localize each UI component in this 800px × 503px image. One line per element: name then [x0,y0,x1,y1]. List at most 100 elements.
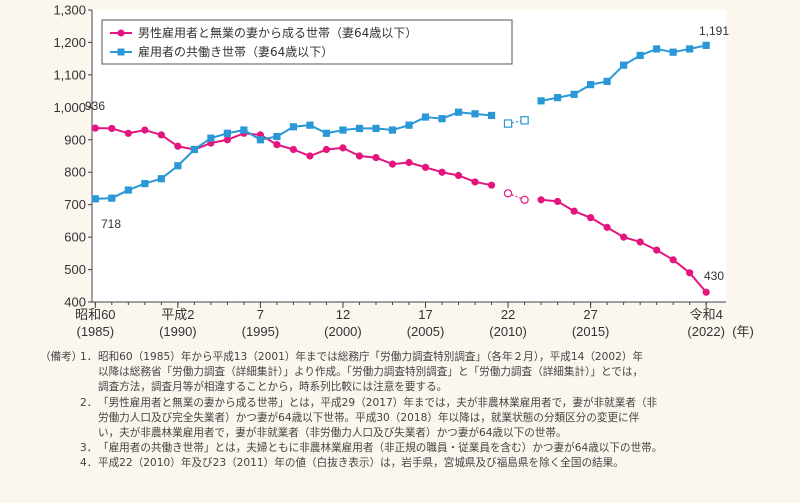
series-women [91,124,710,296]
data-point [487,111,496,120]
data-point [421,163,430,171]
y-tick-label: 1,000 [53,100,86,115]
series-layer [91,41,710,296]
data-point [240,126,248,134]
y-tick-label: 1,300 [53,3,86,18]
data-point [322,129,331,137]
note-text: 平成22（2010）年及び23（2011）年の値（白抜き表示）は，岩手県，宮城県… [98,456,792,471]
data-point [124,129,132,137]
data-point [306,121,314,129]
x-axis: 昭和60 (1985) 平成2 (1990) 7 (1995) 12 (2000) 17 (200… [75,301,754,339]
y-tick-label: 800 [64,165,86,180]
data-point [124,186,132,194]
series-line-segment [507,192,525,201]
note-line: 「男性雇用者と無業の妻から成る世帯」とは，平成29（2017）年までは，夫が非農… [98,396,658,409]
data-point [636,238,644,246]
note-number: 2． [80,396,98,409]
x-tick-year-label: (2022) [687,324,725,339]
data-point [355,152,364,160]
data-point [141,126,149,134]
data-point [603,77,611,85]
note-text: 「男性雇用者と無業の妻から成る世帯」とは，平成29（2017）年までは，夫が非農… [98,396,792,442]
data-point [273,141,281,149]
x-tick-year-label: (1990) [159,324,197,339]
series-line-segment [688,272,707,293]
label-couples-last: 1,191 [699,24,729,38]
note-line: 平成22（2010）年及び23（2011）年の値（白抜き表示）は，岩手県，宮城県… [98,457,624,470]
data-point [174,142,182,150]
data-point [570,90,578,98]
y-tick-label: 600 [64,230,86,245]
label-women-first: 936 [85,99,105,113]
data-point [520,195,529,204]
note-line: い，夫が非農林業雇用者で，妻が非就業者（非労働力人口及び失業者）かつ妻が64歳以… [98,427,567,440]
data-point [471,110,479,118]
data-point [503,119,513,128]
y-tick-label: 1,100 [53,67,86,82]
y-axis: 400 500 600 700 800 900 1,000 1,100 1,200 1,300 [53,3,93,310]
note-line: 労働力人口及び完全失業者）かつ妻が64歳以下世帯。平成30（2018）年以降は，… [98,411,640,424]
data-point [190,145,198,154]
legend: 男性雇用者と無業の妻から成る世帯（妻64歳以下） 雇用者の共働き世帯（妻64歳以… [101,19,513,65]
y-tick-label: 500 [64,262,86,277]
x-tick-year-label: (1985) [77,324,115,339]
x-tick-era-label: 7 [257,307,264,322]
data-point [157,175,165,183]
note-item: 3． 「雇用者の共働き世帯」とは，夫婦ともに非農林業雇用者（非正規の職員・従業員… [40,441,792,456]
data-point [322,145,331,154]
y-tick-label: 400 [64,295,86,310]
data-point [207,134,215,142]
data-point [289,123,298,131]
note-number: 1． [80,351,98,363]
data-point [686,269,694,277]
data-point [669,48,677,56]
note-line: 以降は総務省「労働力調査（詳細集計）」より作成。「労働力調査特別調査」と「労働力… [98,366,644,379]
data-point [372,154,380,162]
data-point [372,124,380,133]
notes-heading: （備考） [40,351,83,363]
label-couples-first: 718 [101,217,121,231]
data-point [603,223,611,231]
x-tick-era-label: 昭和60 [75,307,115,322]
y-tick-label: 700 [64,197,86,212]
x-tick-year-label: (2000) [324,324,362,339]
data-point [503,189,513,198]
legend-box [101,19,513,65]
data-point [520,116,529,125]
data-point [256,136,265,144]
data-point [702,41,710,49]
y-tick-label: 900 [64,132,86,147]
data-point [388,126,397,134]
data-point [438,115,446,123]
data-point [223,129,231,137]
x-tick-era-label: 27 [583,307,597,322]
data-point [339,126,347,134]
data-point [587,214,595,222]
data-point [157,131,165,139]
data-point [438,168,446,176]
data-point [587,81,595,89]
x-tick-era-label: 平成2 [161,307,194,322]
note-line: 「雇用者の共働き世帯」とは，夫婦ともに非農林業雇用者（非正規の職員・従業員を含む… [98,442,663,455]
x-unit-label: (年) [732,324,754,339]
data-point [306,152,314,160]
legend-women-label: 男性雇用者と無業の妻から成る世帯（妻64歳以下） [138,25,417,40]
legend-women-marker [117,29,125,37]
data-point [620,61,628,69]
data-point [355,124,364,133]
x-tick-era-label: 17 [418,307,432,322]
data-point [669,256,677,264]
data-point [454,171,463,180]
data-point [108,124,116,133]
note-item: 4． 平成22（2010）年及び23（2011）年の値（白抜き表示）は，岩手県，… [40,456,792,471]
data-point [487,181,496,189]
household-line-chart: 400 500 600 700 800 900 1,000 1,100 1,200 1,300 昭… [53,3,754,340]
data-point [405,121,413,129]
data-point [174,162,182,170]
data-point [653,45,661,53]
data-point [273,132,281,141]
x-tick-year-label: (2015) [572,324,610,339]
data-point [405,158,413,167]
note-number: 3． [80,442,98,455]
note-line: 調査方法，調査月等が相違することから，時系列比較には注意を要する。 [98,381,448,394]
